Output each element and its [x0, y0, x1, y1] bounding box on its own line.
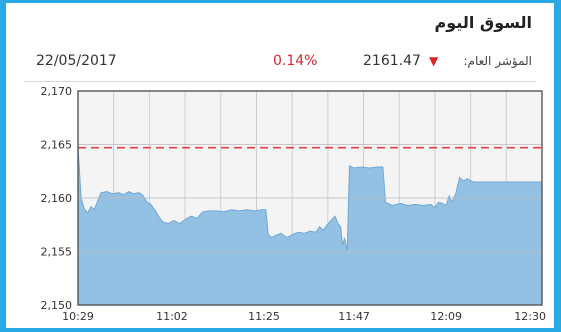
change-percent: 0.14%: [273, 53, 318, 69]
x-tick-label: 10:29: [62, 310, 94, 323]
plot-border: [77, 90, 543, 306]
date-label: 22/05/2017: [36, 53, 117, 69]
x-tick-label: 12:09: [430, 310, 462, 323]
x-tick-label: 11:47: [338, 310, 370, 323]
y-tick-label: 2,150: [41, 299, 73, 312]
index-value: 2161.47: [363, 53, 421, 69]
y-tick-label: 2,165: [41, 139, 73, 152]
x-tick-label: 12:30: [514, 310, 546, 323]
index-label: المؤشر العام:: [463, 54, 532, 68]
widget-title: السوق اليوم: [434, 13, 532, 32]
x-tick-label: 11:02: [156, 310, 188, 323]
divider: [24, 81, 536, 82]
y-tick-label: 2,160: [41, 192, 73, 205]
y-tick-label: 2,155: [41, 246, 73, 259]
y-tick-label: 2,170: [41, 85, 73, 98]
chart-svg: 2,150 2,155 2,160 2,165 2,170 10:29 11:02 11:25…: [41, 85, 547, 323]
series-area: [77, 146, 543, 306]
down-triangle-icon: ▼: [429, 54, 439, 68]
index-summary: 22/05/2017 0.14% 2161.47 ▼ المؤشر العام:: [36, 53, 532, 75]
intraday-chart: 2,150 2,155 2,160 2,165 2,170 10:29 11:02 11:25…: [24, 85, 552, 325]
x-tick-label: 11:25: [248, 310, 280, 323]
